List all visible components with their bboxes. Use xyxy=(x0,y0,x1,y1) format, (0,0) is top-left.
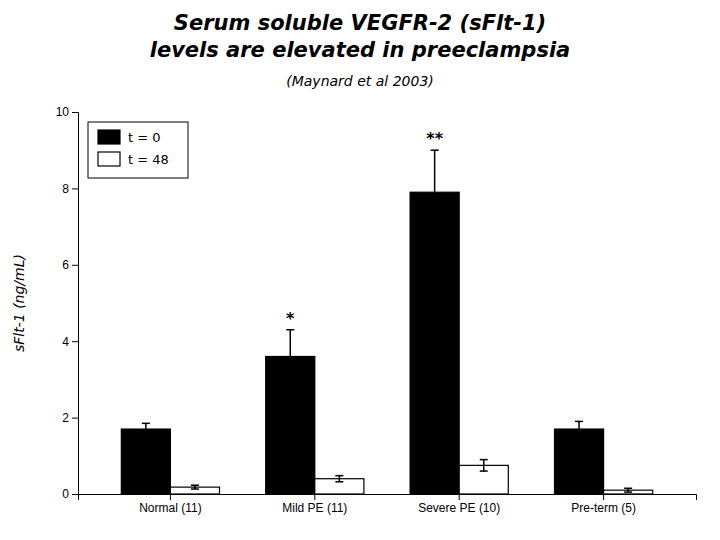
series xyxy=(170,460,652,494)
tick: Pre-term (5) xyxy=(571,494,636,515)
legend-swatch xyxy=(98,152,120,166)
plot: 0 2 4 6 8 10 Normal (11) Mild PE (11) Severe PE … xyxy=(56,105,697,514)
tick-mark xyxy=(72,341,78,342)
chart: Serum soluble VEGFR-2 (sFlt-1) levels are… xyxy=(0,0,720,540)
error-bar xyxy=(575,421,583,436)
legend-item: t = 0 xyxy=(98,130,161,145)
tick-mark xyxy=(72,112,78,113)
tick: 4 xyxy=(62,335,78,349)
error-cap xyxy=(575,421,583,423)
error-cap xyxy=(191,488,199,490)
error-cap xyxy=(480,459,488,461)
legend-frame xyxy=(88,122,188,178)
error-cap xyxy=(142,423,150,425)
legend: t = 0 t = 48 xyxy=(88,122,188,178)
tick-mark xyxy=(72,494,78,495)
error-line xyxy=(483,460,485,471)
series xyxy=(121,150,603,494)
tick-mark xyxy=(72,418,78,419)
legend-swatch xyxy=(98,130,120,144)
tick-mark xyxy=(459,494,460,500)
title: Serum soluble VEGFR-2 (sFlt-1) xyxy=(174,11,546,35)
error-bar xyxy=(335,476,343,482)
tick-mark xyxy=(72,188,78,189)
tick: 8 xyxy=(62,182,78,196)
error-cap xyxy=(142,434,150,436)
tick-label: 10 xyxy=(56,105,70,119)
axis-line xyxy=(79,495,697,501)
tick-label: 6 xyxy=(62,258,69,272)
marks xyxy=(121,150,652,494)
tick-mark xyxy=(314,494,315,500)
error-line xyxy=(434,150,436,234)
error-bar xyxy=(431,150,439,234)
tick-label: 0 xyxy=(62,487,69,501)
tick-label: 2 xyxy=(62,411,69,425)
annotations: *** xyxy=(286,129,444,328)
bar xyxy=(410,192,459,494)
error-cap xyxy=(335,475,343,477)
tick-label: Pre-term (5) xyxy=(571,501,636,515)
error-cap xyxy=(480,470,488,472)
error-line xyxy=(290,330,292,383)
tick: Mild PE (11) xyxy=(282,494,347,515)
annotation: ** xyxy=(426,129,443,148)
tick-label: Normal (11) xyxy=(139,501,201,515)
error-bar xyxy=(191,485,199,489)
tick: 6 xyxy=(62,258,78,272)
tick: 2 xyxy=(62,411,78,425)
x-axis: Normal (11) Mild PE (11) Severe PE (10) Pre… xyxy=(79,494,697,515)
error-line xyxy=(145,423,147,434)
error-cap xyxy=(286,382,294,384)
subtitle: (Maynard et al 2003) xyxy=(286,73,434,89)
error-bar xyxy=(480,460,488,471)
tick: 10 xyxy=(56,105,78,119)
error-bar xyxy=(286,330,294,383)
error-cap xyxy=(191,484,199,486)
error-bar xyxy=(624,488,632,492)
axis-line xyxy=(72,113,79,495)
annotation: * xyxy=(286,309,295,328)
tick-mark xyxy=(170,494,171,500)
tick: Severe PE (10) xyxy=(418,494,500,515)
axis-title: sFlt-1 (ng/mL) xyxy=(11,254,27,352)
error-cap xyxy=(286,329,294,331)
error-cap xyxy=(575,436,583,438)
tick-mark xyxy=(72,265,78,266)
y-axis: 0 2 4 6 8 10 xyxy=(56,105,79,501)
error-cap xyxy=(431,233,439,235)
error-cap xyxy=(624,491,632,493)
error-cap xyxy=(624,488,632,490)
tick-label: Mild PE (11) xyxy=(282,501,347,515)
tick-label: Severe PE (10) xyxy=(418,501,500,515)
legend-label: t = 48 xyxy=(128,152,169,167)
error-cap xyxy=(335,481,343,483)
tick-label: 4 xyxy=(62,335,69,349)
error-line xyxy=(339,476,341,482)
titles: Serum soluble VEGFR-2 (sFlt-1) levels are… xyxy=(150,11,571,89)
tick: 0 xyxy=(62,487,78,501)
legend-item: t = 48 xyxy=(98,152,169,167)
tick: Normal (11) xyxy=(139,494,201,515)
error-cap xyxy=(431,149,439,151)
bar xyxy=(121,429,170,494)
error-line xyxy=(578,421,580,436)
tick-mark xyxy=(603,494,604,500)
legend-label: t = 0 xyxy=(128,130,161,145)
bar xyxy=(554,429,603,494)
error-bar xyxy=(142,423,150,434)
title: levels are elevated in preeclampsia xyxy=(150,38,571,62)
tick-label: 8 xyxy=(62,182,69,196)
